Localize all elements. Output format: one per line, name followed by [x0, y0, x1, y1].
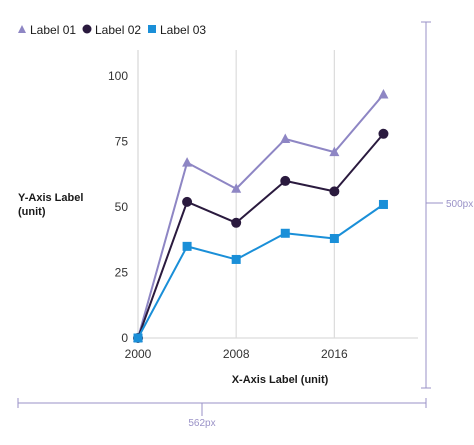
series-2-point-3	[280, 175, 291, 186]
x-axis-label: X-Axis Label (unit)	[232, 374, 329, 386]
legend-circle-marker	[82, 24, 92, 34]
legend: Label 01 Label 02 Label 03	[18, 23, 206, 37]
series-line-1	[137, 93, 385, 339]
series-3-point-0	[133, 333, 143, 343]
legend-item-1: Label 01	[18, 23, 76, 37]
width-dim-label: 562px	[188, 418, 215, 429]
series-line-3	[137, 203, 385, 339]
series-1-point-3	[280, 133, 291, 144]
series-2-point-1	[182, 196, 193, 207]
y-tick-label-0: 0	[121, 331, 128, 345]
x-tick-label-2: 2016	[321, 347, 348, 361]
series-3-point-5	[378, 199, 388, 209]
series-3-point-4	[329, 234, 339, 244]
legend-triangle-marker	[18, 25, 26, 33]
series-3-point-2	[231, 254, 241, 264]
series-2-point-2	[231, 217, 242, 228]
series-1-point-5	[378, 89, 389, 99]
y-tick-label-1: 25	[115, 266, 129, 280]
legend-item-3: Label 03	[148, 23, 206, 37]
series-group	[133, 89, 389, 343]
grid-lines	[137, 50, 335, 338]
y-axis-label-line2: (unit)	[18, 206, 46, 218]
x-tick-label-1: 2008	[223, 347, 250, 361]
series-1-point-4	[329, 146, 340, 157]
y-tick-label-3: 75	[115, 135, 129, 149]
x-tick-labels: 2000 2008 2016	[125, 347, 348, 361]
legend-label-2: Label 02	[95, 23, 141, 37]
legend-item-2: Label 02	[82, 23, 141, 37]
axes	[137, 50, 418, 339]
series-line-2	[137, 133, 385, 339]
series-3-point-1	[182, 241, 192, 251]
series-2-point-4	[329, 186, 340, 197]
height-dim-label: 500px	[446, 199, 473, 210]
y-axis-label-line1: Y-Axis Label	[18, 192, 83, 204]
series-1-point-1	[182, 157, 193, 167]
legend-label-1: Label 01	[30, 23, 76, 37]
y-tick-label-4: 100	[108, 69, 128, 83]
series-1-point-2	[231, 183, 242, 193]
series-3-point-3	[280, 228, 290, 238]
x-tick-label-0: 2000	[125, 347, 152, 361]
legend-label-3: Label 03	[160, 23, 206, 37]
y-tick-labels: 0 25 50 75 100	[108, 69, 128, 345]
legend-square-marker	[148, 25, 156, 33]
y-tick-label-2: 50	[115, 200, 129, 214]
width-dimension: 562px	[17, 398, 427, 429]
series-2-point-5	[378, 128, 389, 139]
height-dimension: 500px	[421, 21, 473, 389]
